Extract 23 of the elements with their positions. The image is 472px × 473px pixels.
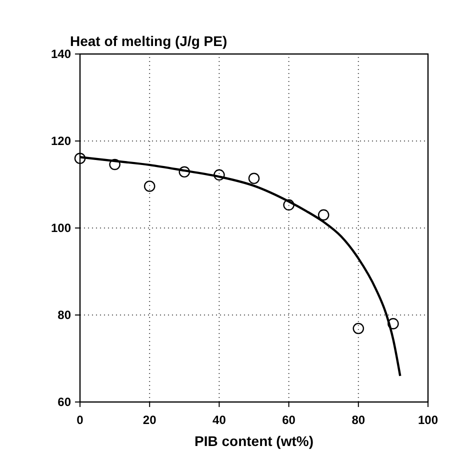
y-tick-label: 100 — [50, 221, 72, 235]
point — [388, 318, 399, 330]
point — [283, 199, 294, 211]
x-tick-label: 100 — [418, 413, 438, 427]
point — [214, 169, 225, 181]
point — [74, 152, 86, 164]
x-tick-label: 20 — [142, 413, 157, 427]
y-tick-label: 80 — [58, 308, 72, 322]
y-tick-label: 120 — [50, 134, 72, 148]
point — [318, 209, 330, 221]
point — [352, 322, 364, 334]
x-axis-title: PIB content (wt%) — [194, 433, 314, 449]
y-tick-label: 60 — [58, 395, 72, 409]
point — [144, 180, 156, 192]
x-tick-label: 60 — [282, 413, 296, 427]
point — [178, 166, 190, 178]
x-tick-label: 80 — [352, 413, 366, 427]
point — [248, 172, 260, 184]
x-tick-label: 0 — [76, 413, 84, 427]
y-tick-label: 140 — [50, 47, 72, 61]
point — [109, 158, 120, 170]
chart-title: Heat of melting (J/g PE) — [70, 33, 228, 49]
x-tick-label: 40 — [212, 413, 226, 427]
